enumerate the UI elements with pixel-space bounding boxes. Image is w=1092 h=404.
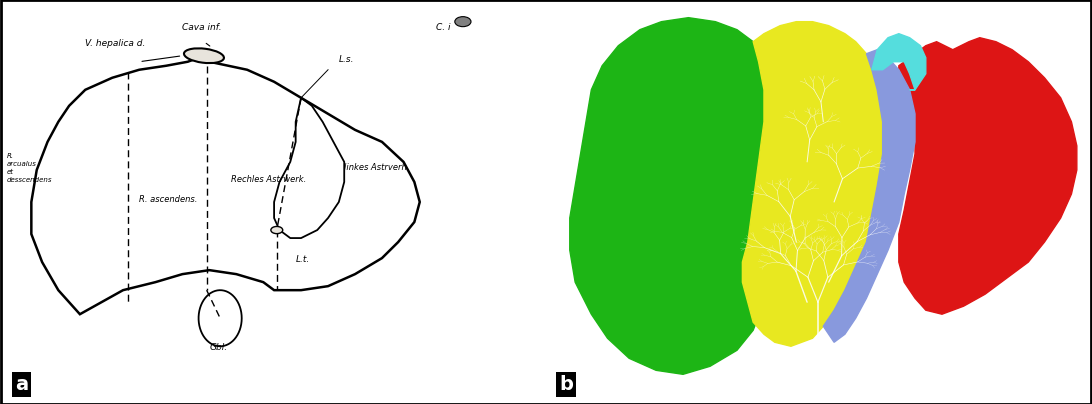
Polygon shape <box>871 34 926 90</box>
Ellipse shape <box>271 227 283 234</box>
Text: a: a <box>15 375 28 394</box>
Text: Gbl.: Gbl. <box>210 343 227 352</box>
Text: Cava inf.: Cava inf. <box>182 23 222 32</box>
Text: b: b <box>559 375 573 394</box>
Polygon shape <box>743 22 882 346</box>
Text: V. hepalica d.: V. hepalica d. <box>85 39 145 48</box>
Polygon shape <box>899 38 1077 314</box>
Polygon shape <box>823 50 915 342</box>
Polygon shape <box>570 18 791 375</box>
Text: Rechles Astrwerk.: Rechles Astrwerk. <box>230 175 306 184</box>
Ellipse shape <box>183 48 224 63</box>
Text: L.s.: L.s. <box>339 55 354 64</box>
Text: R.
arcualus
et
desscendens: R. arcualus et desscendens <box>7 153 52 183</box>
Ellipse shape <box>454 17 471 27</box>
Text: L.t.: L.t. <box>296 255 310 264</box>
Text: R. ascendens.: R. ascendens. <box>140 195 198 204</box>
Text: linkes Astrverh.: linkes Astrverh. <box>344 163 410 172</box>
Text: C. i: C. i <box>436 23 450 32</box>
